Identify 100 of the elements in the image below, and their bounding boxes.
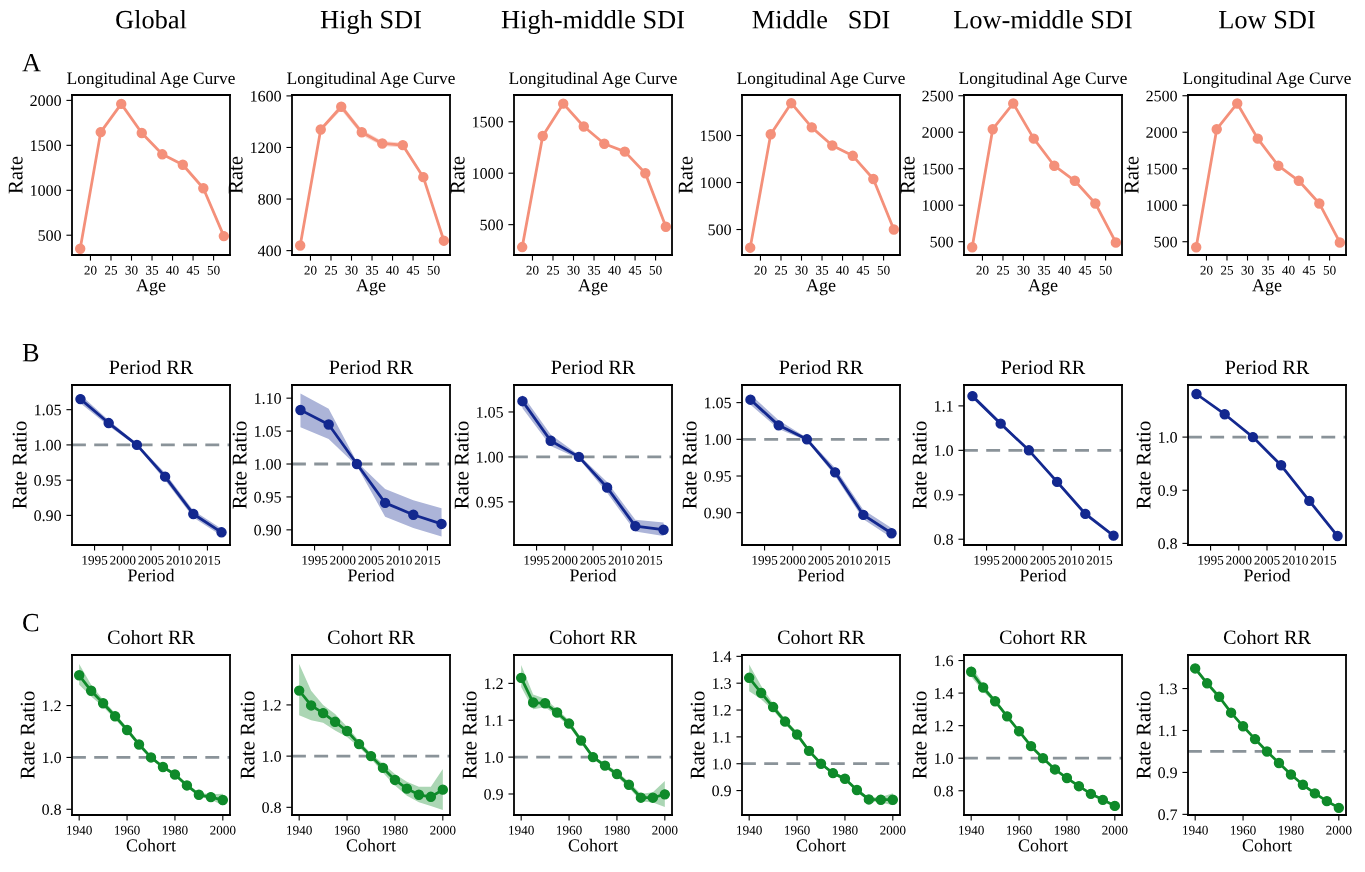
x-tick-label: 2010: [1058, 555, 1084, 565]
y-tick-label: 1.3: [1159, 683, 1177, 695]
chart-title: Longitudinal Age Curve: [67, 71, 235, 88]
y-tick-label: 1.05: [477, 406, 503, 418]
y-tick-label: 0.8: [42, 804, 61, 816]
x-tick-label: 40: [836, 265, 849, 275]
x-tick-label: 50: [427, 265, 440, 275]
y-tick-label: 1.4: [713, 651, 732, 663]
x-tick-label: 1960: [557, 825, 582, 835]
chart-title: Longitudinal Age Curve: [509, 71, 677, 88]
y-axis-title: Rate Ratio: [462, 691, 477, 779]
x-tick-label: 45: [1078, 265, 1092, 275]
chart-subtitle: Low-middle SDI: [953, 10, 1132, 29]
y-tick-label: 1000: [31, 185, 61, 196]
x-tick-label: 30: [125, 265, 138, 275]
x-tick-label: 25: [324, 265, 338, 275]
chart-title: Longitudinal Age Curve: [959, 71, 1127, 88]
x-tick-label: 45: [628, 265, 642, 275]
y-axis-title: Rate Ratio: [1136, 421, 1151, 509]
y-tick-label: 1.00: [35, 439, 61, 451]
y-axis-title: Rate: [900, 156, 915, 194]
x-tick-label: 2000: [1102, 825, 1128, 835]
x-axis-title: Age: [356, 279, 386, 296]
x-tick-label: 1995: [974, 555, 1000, 565]
y-tick-label: 1.0: [713, 758, 731, 770]
y-tick-label: 0.9: [934, 489, 953, 501]
y-axis-title: Rate: [1124, 156, 1139, 194]
y-tick-label: 1.0: [485, 752, 503, 763]
x-axis-title: Period: [1019, 568, 1067, 582]
text: C: [23, 613, 39, 632]
x-tick-label: 25: [1220, 265, 1234, 275]
x-tick-label: 25: [104, 265, 118, 275]
x-tick-label: 30: [567, 265, 580, 275]
x-tick-label: 1960: [115, 825, 140, 835]
x-tick-label: 30: [1017, 265, 1030, 275]
x-tick-label: 35: [588, 265, 601, 275]
y-tick-label: 0.90: [704, 507, 731, 519]
chart-subtitle: High-middle SDI: [501, 10, 685, 34]
y-axis-title: Rate: [450, 156, 465, 194]
chart-title: Cohort RR: [327, 629, 415, 645]
chart-title: Cohort RR: [549, 629, 637, 645]
x-tick-label: 2005: [138, 555, 164, 565]
x-tick-label: 50: [877, 265, 890, 275]
y-tick-label: 0.9: [484, 788, 503, 800]
x-tick-label: 1980: [604, 825, 630, 835]
y-tick-label: 1000: [701, 177, 731, 189]
x-tick-label: 2005: [358, 555, 384, 565]
x-tick-label: 1940: [67, 825, 92, 835]
x-tick-label: 2000: [552, 555, 578, 565]
x-tick-label: 45: [1302, 265, 1316, 275]
x-tick-label: 1960: [1007, 825, 1032, 835]
x-tick-label: 30: [795, 265, 808, 275]
y-tick-label: 0.8: [934, 534, 953, 545]
y-tick-label: 0.9: [1158, 485, 1177, 497]
y-tick-label: 0.7: [1158, 809, 1178, 821]
x-tick-label: 2000: [1226, 555, 1252, 565]
chart-title: Cohort RR: [777, 629, 865, 645]
y-tick-label: 1.00: [477, 451, 503, 463]
y-tick-label: 1.0: [935, 445, 953, 457]
x-tick-label: 45: [856, 265, 870, 275]
x-tick-label: 50: [1323, 265, 1336, 275]
y-tick-label: 0.9: [712, 785, 731, 797]
x-tick-label: 20: [976, 265, 989, 275]
x-tick-label: 25: [774, 265, 788, 275]
x-tick-label: 1960: [335, 825, 360, 835]
y-tick-label: 1.1: [1159, 725, 1177, 737]
x-tick-label: 2010: [836, 555, 862, 565]
x-tick-label: 35: [816, 265, 829, 275]
x-tick-label: 1995: [302, 555, 328, 565]
chart-subtitle: Global: [116, 10, 187, 29]
x-tick-label: 2010: [608, 555, 634, 565]
x-tick-label: 2000: [210, 825, 236, 835]
x-tick-label: 2005: [580, 555, 606, 565]
y-tick-label: 1.4: [935, 688, 954, 699]
y-axis-title: Rate Ratio: [20, 691, 35, 779]
y-tick-label: 2500: [1146, 90, 1177, 102]
x-tick-label: 1980: [1278, 825, 1304, 835]
x-axis-title: Age: [1028, 279, 1058, 296]
y-tick-label: 1500: [923, 163, 953, 175]
y-axis-title: Rate: [228, 156, 243, 194]
y-tick-label: 1.2: [485, 678, 503, 690]
y-axis-title: Rate: [678, 156, 693, 194]
y-tick-label: 500: [480, 219, 503, 231]
x-tick-label: 2000: [430, 825, 456, 835]
chart-title: Period RR: [109, 359, 194, 375]
x-tick-label: 2015: [864, 555, 891, 565]
y-tick-label: 1.05: [35, 404, 61, 416]
x-axis-title: Period: [347, 568, 395, 582]
y-tick-label: 0.8: [934, 785, 953, 797]
x-tick-label: 35: [1262, 265, 1275, 275]
y-tick-label: 2000: [922, 127, 953, 138]
x-tick-label: 1995: [524, 555, 550, 565]
y-axis-title: Rate Ratio: [1136, 691, 1151, 779]
x-tick-label: 1995: [752, 555, 778, 565]
x-tick-label: 1940: [287, 825, 312, 835]
x-tick-label: 2000: [330, 555, 356, 565]
y-axis-title: Rate Ratio: [232, 421, 247, 509]
y-tick-label: 1.05: [705, 397, 731, 409]
x-tick-label: 2005: [808, 555, 834, 565]
x-tick-label: 25: [996, 265, 1010, 275]
